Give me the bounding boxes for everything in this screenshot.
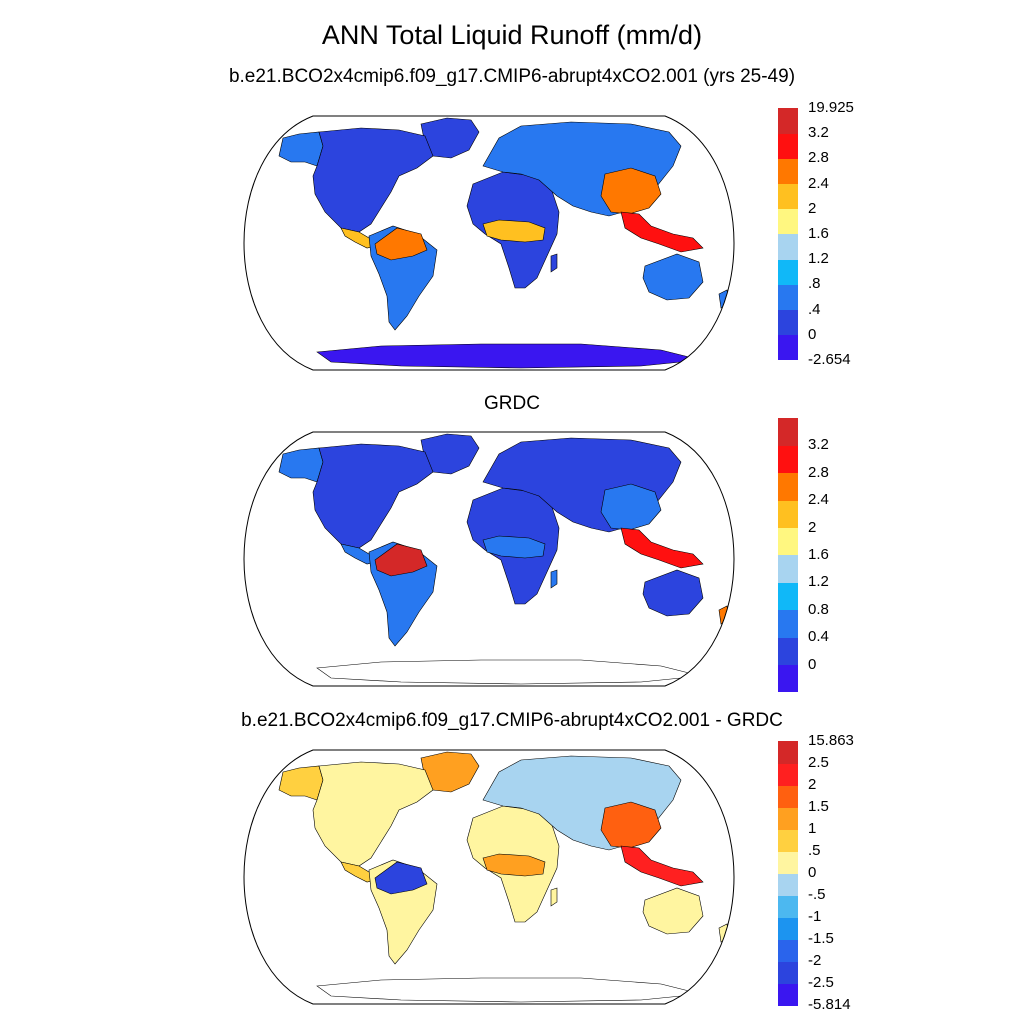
colorbar-label: -.5 bbox=[808, 886, 826, 903]
colorbar-cell bbox=[778, 555, 798, 583]
colorbar-label: .4 bbox=[808, 300, 821, 318]
map-frame bbox=[243, 115, 735, 371]
panel-title-diff: b.e21.BCO2x4cmip6.f09_g17.CMIP6-abrupt4x… bbox=[241, 710, 783, 731]
colorbar-cell bbox=[778, 133, 798, 159]
map-frame bbox=[243, 749, 735, 1005]
region-southeast-asia bbox=[620, 211, 704, 253]
colorbar-label: 0 bbox=[808, 325, 817, 343]
map-model bbox=[243, 115, 735, 371]
colorbar-cell bbox=[778, 895, 798, 918]
colorbar-label: 2 bbox=[808, 199, 817, 217]
region-north-america bbox=[312, 443, 434, 549]
region-australia bbox=[642, 253, 704, 301]
region-amazon-band bbox=[374, 227, 428, 261]
colorbar-label: -5.814 bbox=[808, 996, 851, 1013]
colorbar-cell bbox=[778, 418, 798, 446]
region-australia bbox=[642, 569, 704, 617]
region-madagascar bbox=[550, 887, 558, 907]
map-diff bbox=[243, 749, 735, 1005]
colorbar-label: 0.4 bbox=[808, 628, 829, 646]
colorbar-label: 2 bbox=[808, 776, 817, 793]
colorbar-label: 19.925 bbox=[808, 99, 854, 116]
colorbar-cell bbox=[778, 807, 798, 830]
colorbar-cell bbox=[778, 527, 798, 556]
colorbar-label: 0 bbox=[808, 655, 817, 673]
colorbar-cell bbox=[778, 259, 798, 285]
colorbar-cell bbox=[778, 741, 798, 764]
region-east-asia bbox=[600, 167, 662, 215]
colorbar-label: -1.5 bbox=[808, 930, 834, 947]
colorbar-cell bbox=[778, 851, 798, 874]
colorbar-label: 1.5 bbox=[808, 798, 829, 815]
colorbar-cell bbox=[778, 208, 798, 235]
colorbar-label: 3.2 bbox=[808, 124, 829, 142]
colorbar-cell bbox=[778, 183, 798, 210]
colorbar-label: 2.4 bbox=[808, 174, 829, 192]
region-africa-band bbox=[482, 853, 546, 877]
region-amazon-band bbox=[374, 861, 428, 895]
main-title: ANN Total Liquid Runoff (mm/d) bbox=[321, 20, 703, 50]
region-australia bbox=[642, 887, 704, 935]
colorbar-label: 1.6 bbox=[808, 225, 829, 242]
colorbar-label: 2.8 bbox=[808, 463, 829, 481]
colorbar-label: 1.2 bbox=[808, 573, 829, 591]
colorbar-label: -2 bbox=[808, 952, 822, 969]
colorbar-cell bbox=[778, 609, 798, 638]
colorbar-cell bbox=[778, 917, 798, 940]
colorbar-diff bbox=[778, 741, 798, 1006]
map-grdc bbox=[243, 431, 735, 687]
panel-title-model: b.e21.BCO2x4cmip6.f09_g17.CMIP6-abrupt4x… bbox=[228, 66, 796, 87]
map-frame bbox=[243, 431, 735, 687]
colorbar-cell bbox=[778, 983, 798, 1006]
colorbar-cell bbox=[778, 234, 798, 260]
region-north-america bbox=[312, 127, 434, 233]
colorbar-cell bbox=[778, 637, 798, 666]
colorbar-label: 2.8 bbox=[808, 149, 829, 167]
region-southeast-asia bbox=[620, 845, 704, 887]
region-north-america bbox=[312, 761, 434, 867]
colorbar-label: 0.8 bbox=[808, 600, 829, 618]
colorbar-label: 1.2 bbox=[808, 250, 829, 268]
colorbar-cell bbox=[778, 445, 798, 474]
colorbar-cell bbox=[778, 582, 798, 611]
colorbar-cell bbox=[778, 334, 798, 361]
colorbar-grdc bbox=[778, 418, 798, 693]
region-east-asia bbox=[600, 483, 662, 531]
region-africa-band bbox=[482, 219, 546, 243]
colorbar-cell bbox=[778, 939, 798, 962]
colorbar-cell bbox=[778, 785, 798, 808]
colorbar-cell bbox=[778, 158, 798, 185]
colorbar-cell bbox=[778, 108, 798, 134]
colorbar-label: .8 bbox=[808, 275, 821, 293]
colorbar-label: 2 bbox=[808, 518, 817, 536]
colorbar-cell bbox=[778, 472, 798, 501]
colorbar-cell bbox=[778, 500, 798, 529]
colorbar-label: 1.6 bbox=[808, 546, 829, 563]
region-madagascar bbox=[550, 253, 558, 273]
region-africa-band bbox=[482, 535, 546, 559]
colorbar-label: .5 bbox=[808, 842, 821, 859]
panel-title-grdc: GRDC bbox=[484, 393, 540, 414]
region-southeast-asia bbox=[620, 527, 704, 569]
colorbar-cell bbox=[778, 309, 798, 336]
colorbar-label: -2.654 bbox=[808, 351, 851, 368]
region-amazon-band bbox=[374, 543, 428, 577]
colorbar-cell bbox=[778, 763, 798, 786]
region-madagascar bbox=[550, 569, 558, 589]
colorbar-cell bbox=[778, 873, 798, 896]
colorbar-label: 15.863 bbox=[808, 732, 854, 749]
colorbar-cell bbox=[778, 664, 798, 693]
region-east-asia bbox=[600, 801, 662, 849]
colorbar-label: 2.5 bbox=[808, 754, 829, 771]
colorbar-cell bbox=[778, 961, 798, 984]
colorbar-label: 2.4 bbox=[808, 491, 829, 509]
colorbar-label: -2.5 bbox=[808, 974, 834, 991]
colorbar-cell bbox=[778, 829, 798, 852]
colorbar-label: 1 bbox=[808, 820, 817, 837]
colorbar-cell bbox=[778, 284, 798, 311]
colorbar-label: 0 bbox=[808, 864, 817, 881]
colorbar-label: -1 bbox=[808, 908, 822, 925]
colorbar-label: 3.2 bbox=[808, 436, 829, 454]
colorbar-model bbox=[778, 108, 798, 361]
